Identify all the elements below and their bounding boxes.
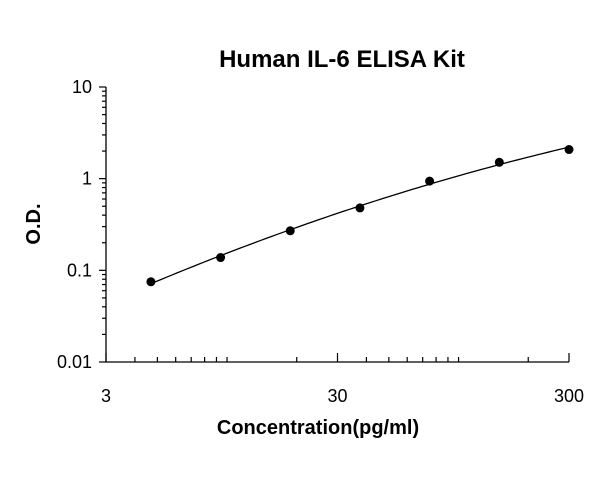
y-tick-label: 0.01	[57, 352, 92, 372]
x-axis-label: Concentration(pg/ml)	[217, 417, 419, 439]
axis-ticks	[99, 86, 570, 363]
tick-labels: 0.01 0.1 1 10 3 30 300	[57, 77, 584, 406]
fit-curve	[150, 146, 570, 285]
data-point	[355, 203, 365, 213]
chart-title: Human IL-6 ELISA Kit	[219, 46, 465, 73]
x-tick-label: 3	[101, 386, 111, 406]
data-point	[564, 145, 574, 155]
y-tick-label: 1	[82, 169, 92, 189]
data-point	[285, 226, 295, 236]
y-tick-label: 0.1	[67, 260, 92, 280]
y-axis-label: O.D.	[23, 203, 45, 244]
x-tick-label: 30	[327, 386, 347, 406]
x-tick-label: 300	[554, 386, 584, 406]
data-points	[146, 145, 574, 287]
axes	[105, 87, 569, 363]
y-tick-label: 10	[72, 77, 92, 97]
data-point	[216, 253, 226, 263]
data-point	[494, 157, 504, 167]
data-point	[425, 176, 435, 186]
data-point	[146, 277, 156, 287]
